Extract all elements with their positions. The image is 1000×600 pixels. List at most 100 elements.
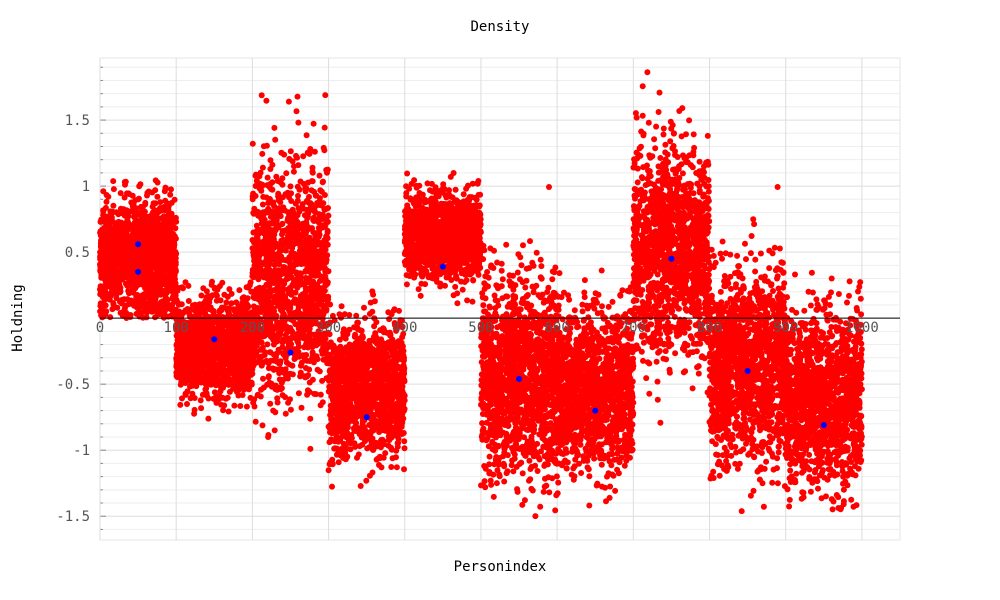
scatter-point bbox=[264, 251, 271, 258]
scatter-point bbox=[110, 259, 117, 266]
scatter-point bbox=[236, 287, 243, 294]
scatter-point bbox=[110, 202, 117, 209]
scatter-point bbox=[250, 190, 257, 197]
scatter-point bbox=[119, 242, 125, 249]
scatter-point bbox=[285, 335, 292, 342]
scatter-point bbox=[162, 263, 168, 270]
scatter-point bbox=[152, 289, 159, 296]
scatter-point bbox=[270, 332, 277, 339]
scatter-point bbox=[276, 205, 283, 212]
scatter-point bbox=[311, 293, 318, 300]
scatter-point bbox=[276, 360, 283, 367]
scatter-point bbox=[251, 251, 258, 258]
scatter-point bbox=[202, 322, 208, 329]
scatter-point bbox=[388, 464, 395, 470]
scatter-point bbox=[259, 150, 266, 157]
scatter-point bbox=[401, 445, 408, 452]
scatter-point bbox=[128, 265, 135, 272]
scatter-point bbox=[227, 353, 234, 360]
scatter-point bbox=[267, 349, 273, 356]
scatter-point bbox=[213, 399, 220, 406]
scatter-point bbox=[217, 376, 224, 383]
scatter-point bbox=[318, 347, 325, 354]
scatter-point bbox=[237, 403, 244, 409]
scatter-point bbox=[133, 211, 140, 218]
scatter-point bbox=[157, 275, 164, 282]
scatter-point bbox=[190, 361, 197, 368]
scatter-point bbox=[317, 187, 324, 194]
scatter-point bbox=[136, 220, 143, 227]
scatter-point bbox=[300, 335, 307, 342]
scatter-point bbox=[115, 272, 122, 279]
scatter-point bbox=[243, 338, 250, 345]
scatter-point bbox=[324, 279, 331, 286]
scatter-point bbox=[121, 231, 128, 238]
scatter-point bbox=[126, 290, 133, 297]
scatter-point bbox=[254, 391, 261, 398]
scatter-point bbox=[306, 358, 313, 364]
scatter-point bbox=[247, 279, 254, 286]
scatter-point bbox=[253, 222, 260, 229]
scatter-point bbox=[299, 291, 306, 298]
scatter-point bbox=[198, 341, 205, 348]
scatter-point bbox=[146, 287, 153, 294]
scatter-point bbox=[285, 98, 292, 105]
scatter-point bbox=[276, 244, 282, 251]
scatter-point bbox=[145, 238, 151, 245]
scatter-point bbox=[189, 390, 196, 397]
scatter-point bbox=[174, 374, 181, 381]
scatter-point bbox=[264, 328, 271, 335]
scatter-point bbox=[312, 232, 319, 239]
scatter-point bbox=[164, 296, 171, 303]
scatter-point bbox=[302, 275, 309, 281]
scatter-point bbox=[128, 236, 135, 243]
scatter-point bbox=[296, 186, 303, 193]
scatter-point bbox=[315, 265, 322, 272]
scatter-point bbox=[201, 300, 207, 307]
scatter-point bbox=[129, 286, 136, 292]
scatter-point bbox=[129, 192, 136, 199]
scatter-point bbox=[294, 197, 301, 204]
scatter-point bbox=[321, 192, 328, 198]
scatter-point bbox=[282, 366, 289, 373]
scatter-point bbox=[219, 370, 226, 377]
scatter-point bbox=[153, 231, 160, 238]
scatter-point bbox=[225, 381, 232, 388]
scatter-point bbox=[101, 275, 108, 282]
scatter-point bbox=[103, 198, 110, 205]
scatter-point bbox=[157, 199, 164, 206]
scatter-point bbox=[309, 164, 316, 171]
scatter-point bbox=[189, 302, 196, 309]
scatter-point bbox=[97, 286, 104, 292]
scatter-point bbox=[97, 262, 104, 268]
scatter-point bbox=[144, 302, 151, 309]
scatter-point bbox=[266, 292, 273, 298]
scatter-point bbox=[211, 389, 218, 396]
scatter-point bbox=[293, 152, 299, 159]
scatter-point bbox=[310, 238, 317, 245]
scatter-point bbox=[320, 303, 327, 310]
scatter-point bbox=[302, 268, 309, 275]
scatter-point bbox=[306, 379, 313, 386]
scatter-point bbox=[170, 260, 177, 267]
scatter-point bbox=[181, 346, 188, 352]
scatter-point bbox=[142, 199, 149, 206]
scatter-point bbox=[120, 269, 127, 276]
scatter-point bbox=[151, 298, 158, 305]
scatter-points bbox=[97, 69, 865, 520]
scatter-point bbox=[266, 183, 273, 190]
scatter-point bbox=[228, 338, 235, 345]
scatter-point bbox=[217, 331, 224, 337]
scatter-point bbox=[305, 179, 311, 186]
scatter-point bbox=[205, 415, 212, 422]
scatter-point bbox=[316, 368, 323, 375]
scatter-point bbox=[280, 351, 287, 358]
scatter-point bbox=[302, 185, 309, 192]
scatter-point bbox=[322, 92, 329, 99]
scatter-point bbox=[319, 222, 326, 229]
scatter-point bbox=[232, 344, 239, 351]
scatter-point bbox=[100, 294, 106, 301]
scatter-point bbox=[259, 164, 266, 171]
scatter-point bbox=[278, 379, 285, 386]
